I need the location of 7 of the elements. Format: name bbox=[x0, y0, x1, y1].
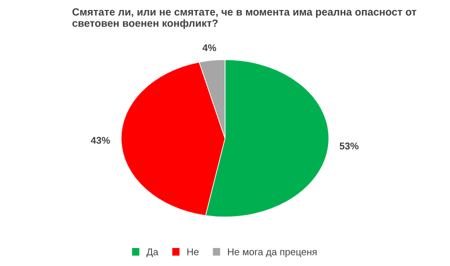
legend-label: Не мога да преценя bbox=[228, 248, 317, 258]
chart-title: Смятате ли, или не смятате, че в момента има реална опасност от световен военен конфликт? bbox=[72, 8, 416, 29]
legend-label: Не bbox=[187, 248, 199, 256]
data-label: 43% bbox=[90, 136, 110, 144]
legend-label: Да bbox=[146, 248, 158, 258]
data-label: 53% bbox=[340, 142, 359, 150]
data-label: 4% bbox=[202, 44, 216, 52]
